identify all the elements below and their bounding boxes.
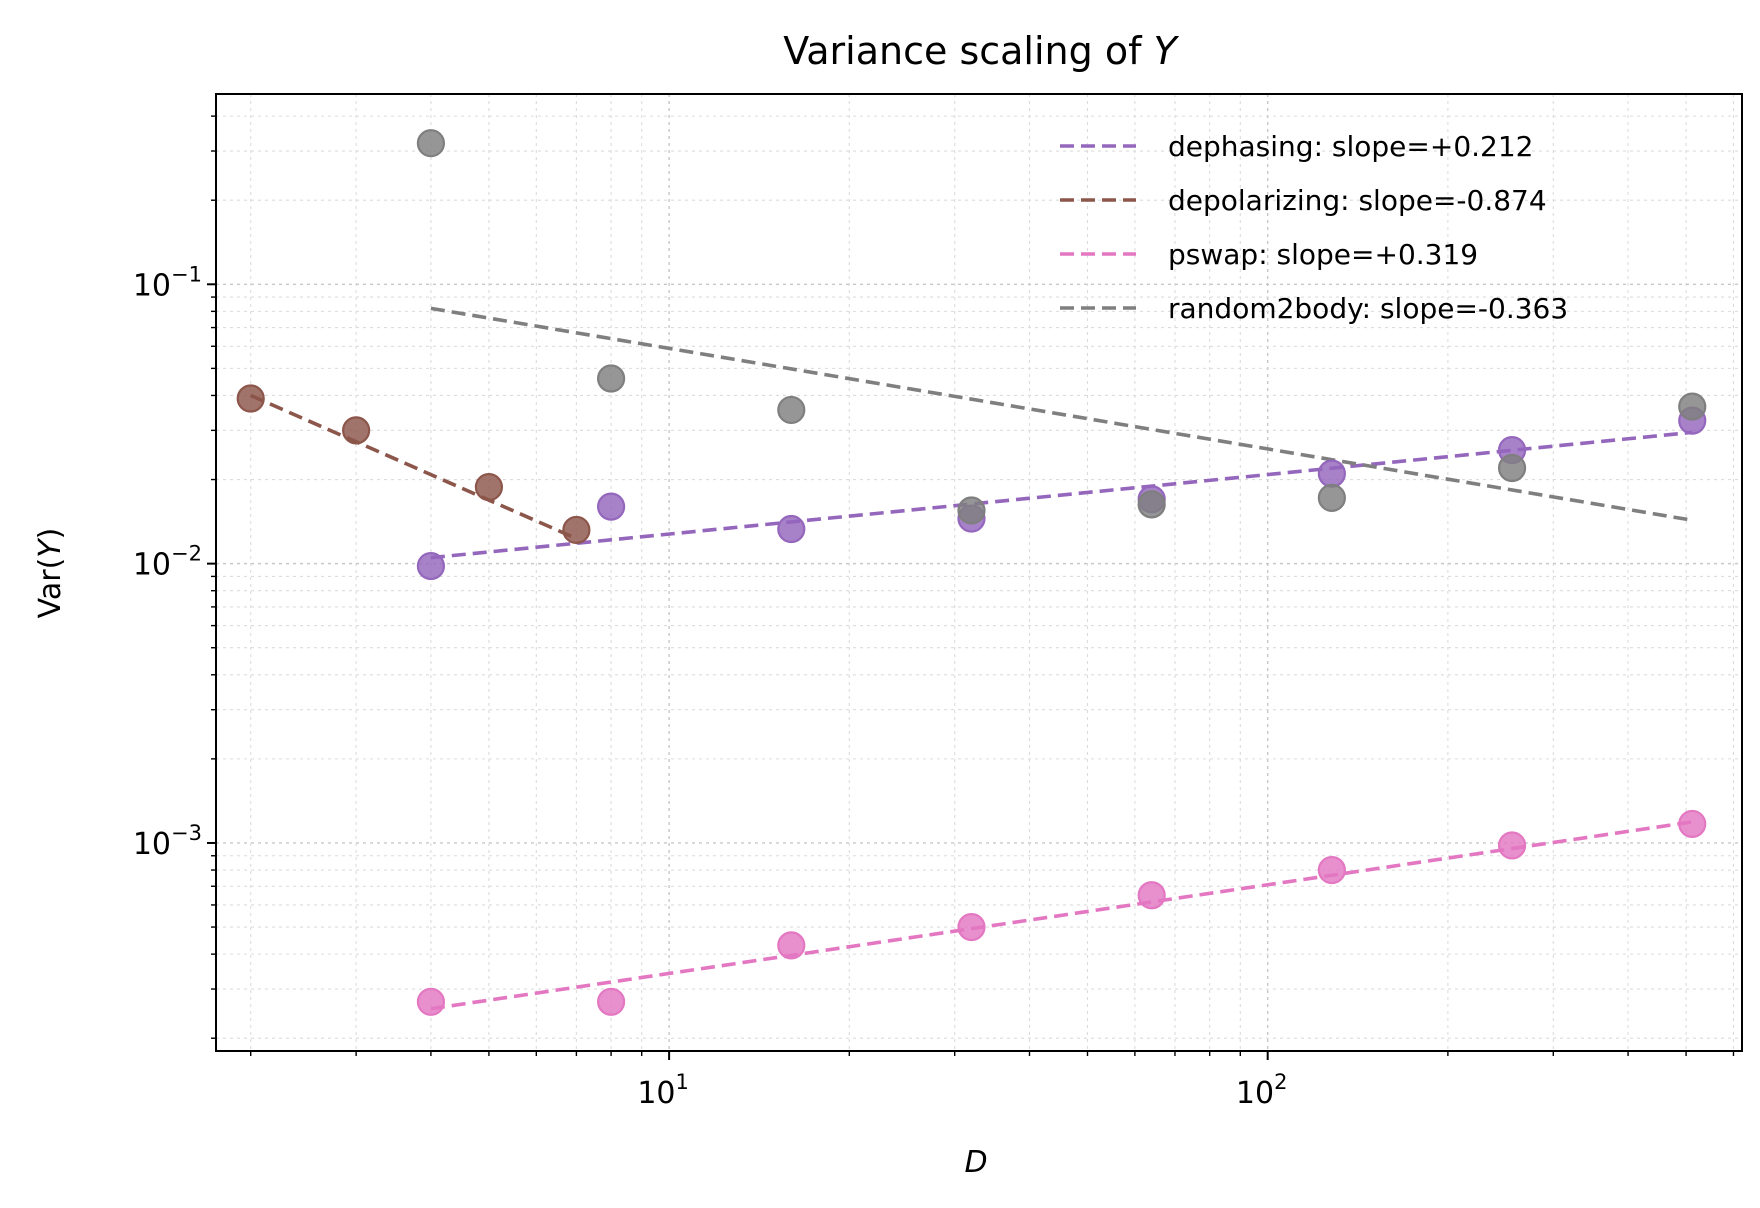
data-point	[1678, 809, 1707, 839]
data-point	[236, 384, 265, 413]
y-tick-label: 10−3	[133, 821, 202, 862]
y-tick-label: 10−2	[133, 542, 202, 583]
data-points	[236, 129, 1707, 1016]
data-point	[596, 987, 626, 1016]
fit-line	[430, 430, 1693, 560]
x-axis-ticks: 101 102	[250, 1051, 1735, 1111]
data-point	[1317, 483, 1346, 512]
data-point	[1137, 490, 1166, 519]
data-point	[474, 472, 504, 502]
data-point	[1317, 855, 1346, 885]
y-tick-label: 10−1	[133, 262, 202, 303]
fit-line	[430, 820, 1693, 1011]
x-tick-label: 102	[1236, 1070, 1288, 1111]
data-point	[957, 912, 986, 942]
fit-line	[430, 306, 1693, 523]
fit-line	[249, 393, 578, 541]
data-point	[1678, 392, 1707, 421]
data-point	[957, 496, 986, 525]
legend-label: dephasing: slope=+0.212	[1168, 130, 1533, 163]
data-point	[416, 129, 446, 158]
data-point	[1137, 881, 1166, 910]
data-point	[1497, 831, 1527, 860]
legend-label: random2body: slope=-0.363	[1168, 292, 1568, 325]
data-point	[777, 514, 806, 544]
data-point	[1497, 453, 1527, 483]
legend-label: pswap: slope=+0.319	[1168, 238, 1478, 271]
x-axis-label: D	[964, 1145, 987, 1180]
x-tick-label: 101	[637, 1070, 689, 1111]
y-axis-ticks: 10−3 10−2 10−1	[133, 115, 216, 1039]
data-point	[777, 395, 806, 425]
data-point	[416, 987, 446, 1016]
data-point	[416, 551, 446, 581]
plot-frame	[215, 93, 1743, 1052]
data-point	[596, 492, 626, 521]
fit-lines	[249, 306, 1693, 1011]
y-axis-label: Var(Y)	[33, 528, 68, 619]
legend: dephasing: slope=+0.212 depolarizing: slo…	[1060, 130, 1568, 325]
data-point	[596, 364, 626, 393]
data-point	[562, 515, 591, 545]
grid	[216, 94, 1742, 1051]
data-point	[1317, 459, 1346, 488]
chart-title: Variance scaling of Y	[783, 29, 1179, 73]
data-point	[342, 416, 371, 445]
legend-label: depolarizing: slope=-0.874	[1168, 184, 1547, 217]
data-point	[777, 931, 806, 960]
